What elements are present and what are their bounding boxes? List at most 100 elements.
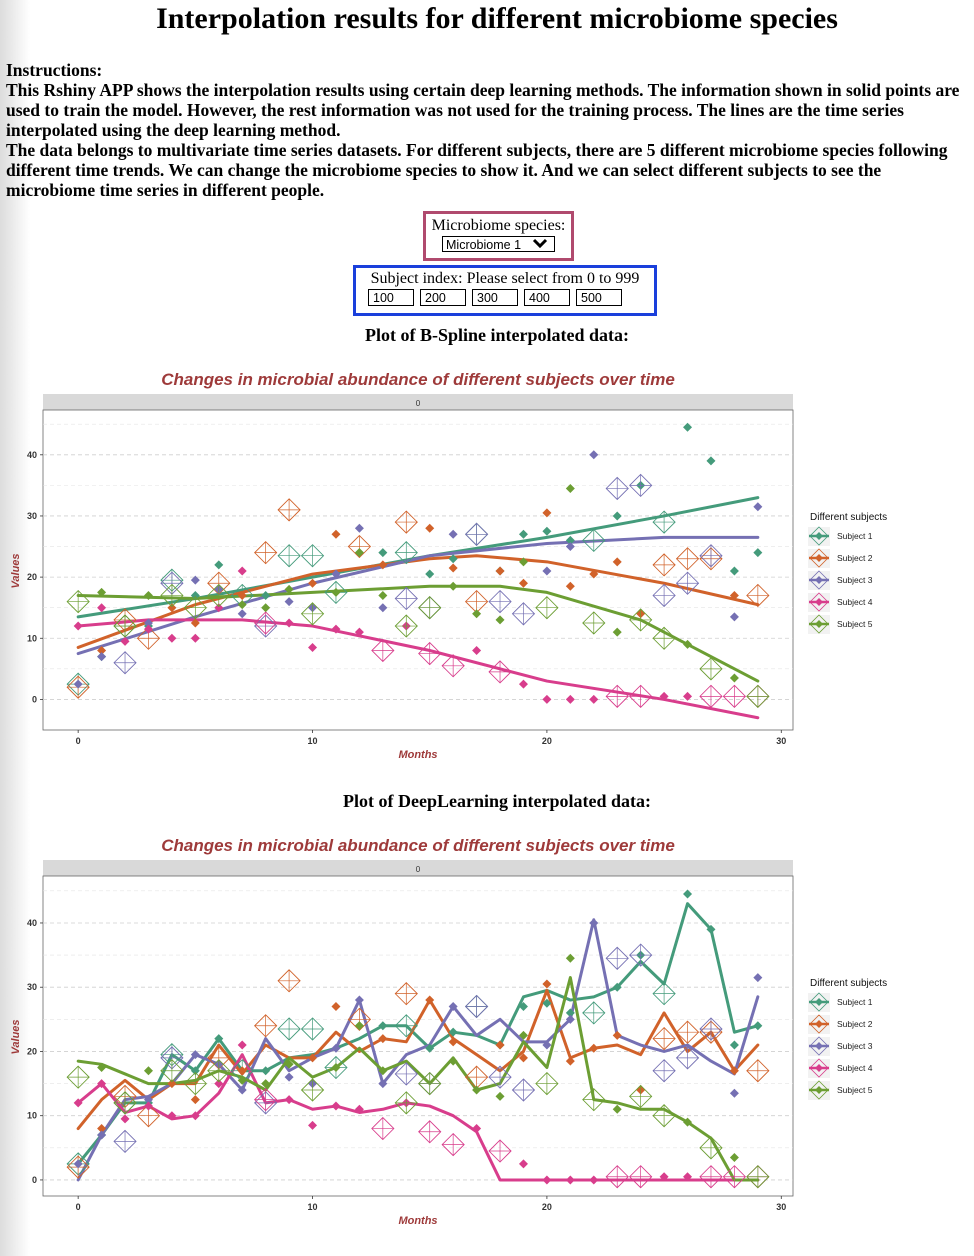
instructions-heading: Instructions: <box>6 60 103 80</box>
train-point <box>753 1021 763 1031</box>
train-point <box>378 590 388 600</box>
holdout-point-cross <box>606 477 629 500</box>
train-point <box>472 1085 482 1095</box>
train-point <box>237 590 247 600</box>
train-point <box>237 566 247 576</box>
legend-key-holdout <box>809 1080 829 1100</box>
train-point <box>565 694 575 704</box>
subject-input-4[interactable]: 400 <box>524 289 570 306</box>
train-point <box>565 953 575 963</box>
holdout-point-cross <box>676 1021 699 1044</box>
holdout-point-cross <box>207 1059 230 1082</box>
train-point <box>354 995 364 1005</box>
legend-key-point <box>815 598 823 606</box>
holdout-point-cross <box>278 498 301 521</box>
train-point <box>565 1056 575 1066</box>
train-point <box>683 889 693 899</box>
train-point <box>565 1008 575 1018</box>
train-point <box>448 1056 458 1066</box>
holdout-point-cross <box>629 608 652 631</box>
holdout-point <box>207 583 231 608</box>
train-point <box>472 1124 482 1134</box>
train-point <box>565 581 575 591</box>
holdout-point-cross <box>699 1017 722 1040</box>
x-tick-label: 10 <box>308 1202 318 1212</box>
plot-panel <box>42 409 794 731</box>
train-point <box>237 1040 247 1050</box>
legend-title: Different subjects <box>810 978 887 989</box>
holdout-point <box>722 1165 747 1189</box>
species-select-value: Microbiome 1 <box>446 238 522 252</box>
train-point <box>97 1063 107 1073</box>
train-point <box>495 1040 505 1050</box>
train-point <box>518 1030 528 1040</box>
train-point <box>612 1104 622 1114</box>
x-tick-label: 30 <box>776 1202 786 1212</box>
train-point <box>542 508 552 518</box>
train-point <box>542 526 552 536</box>
instructions: Instructions: This Rshiny APP shows the … <box>6 60 968 200</box>
y-tick-label: 0 <box>32 694 37 704</box>
train-point <box>565 483 575 493</box>
holdout-point <box>394 1091 418 1115</box>
legend-key-holdout <box>809 1036 829 1056</box>
holdout-point-cross <box>746 1059 769 1082</box>
holdout-point-cross <box>465 590 488 613</box>
x-axis-label: Months <box>398 749 437 761</box>
holdout-point-cross <box>395 1062 418 1085</box>
holdout-point <box>277 544 301 568</box>
train-point <box>354 1104 364 1114</box>
holdout-point-cross <box>606 1165 629 1188</box>
subject-label: Subject index: Please select from 0 to 9… <box>370 270 640 287</box>
train-point <box>97 1124 107 1134</box>
train-point <box>425 523 435 533</box>
series-1 <box>76 902 760 1166</box>
train-point <box>683 1117 693 1127</box>
holdout-point-cross <box>395 587 418 610</box>
train-point <box>495 615 505 625</box>
train-point <box>729 612 739 622</box>
train-point <box>683 1172 693 1182</box>
train-point <box>143 1095 153 1105</box>
train-point <box>97 1130 107 1140</box>
train-point <box>237 609 247 619</box>
subject-input-2[interactable]: 200 <box>420 289 466 306</box>
holdout-point <box>652 1026 676 1051</box>
holdout-point-cross <box>114 651 137 674</box>
train-point <box>167 1111 177 1121</box>
train-point <box>284 584 294 594</box>
train-point <box>73 1159 83 1169</box>
legend-key-holdout <box>809 992 829 1012</box>
train-point <box>448 581 458 591</box>
holdout-point-cross <box>114 615 137 638</box>
train-point <box>518 1001 528 1011</box>
train-point <box>589 694 599 704</box>
holdout-point-cross <box>418 596 441 619</box>
train-point <box>97 603 107 613</box>
train-point <box>518 529 528 539</box>
species-select[interactable]: Microbiome 1 <box>442 236 555 252</box>
train-point <box>589 450 599 460</box>
train-point <box>331 624 341 634</box>
holdout-point-cross <box>489 1140 512 1163</box>
holdout-point <box>441 1132 465 1157</box>
train-point <box>729 1088 739 1098</box>
holdout-point-cross <box>489 1066 512 1089</box>
subject-selector-panel: Subject index: Please select from 0 to 9… <box>353 265 657 316</box>
subject-input-5[interactable]: 500 <box>576 289 622 306</box>
holdout-point-cross <box>699 544 722 567</box>
train-point <box>97 646 107 655</box>
legend: Different subjects Subject 1 Subject 2 Subj… <box>808 978 887 1100</box>
subject-input-1[interactable]: 100 <box>368 289 414 306</box>
train-point <box>589 918 599 928</box>
holdout-point <box>699 1165 723 1189</box>
holdout-point-cross <box>160 1059 183 1082</box>
holdout-point-cross <box>512 602 535 625</box>
y-tick-label: 40 <box>27 918 37 928</box>
holdout-point-cross <box>160 584 183 607</box>
instructions-paragraph-2: The data belongs to multivariate time se… <box>6 140 948 200</box>
train-point <box>378 1021 388 1031</box>
holdout-point-cross <box>465 995 488 1018</box>
train-point <box>683 422 693 432</box>
subject-input-3[interactable]: 300 <box>472 289 518 306</box>
